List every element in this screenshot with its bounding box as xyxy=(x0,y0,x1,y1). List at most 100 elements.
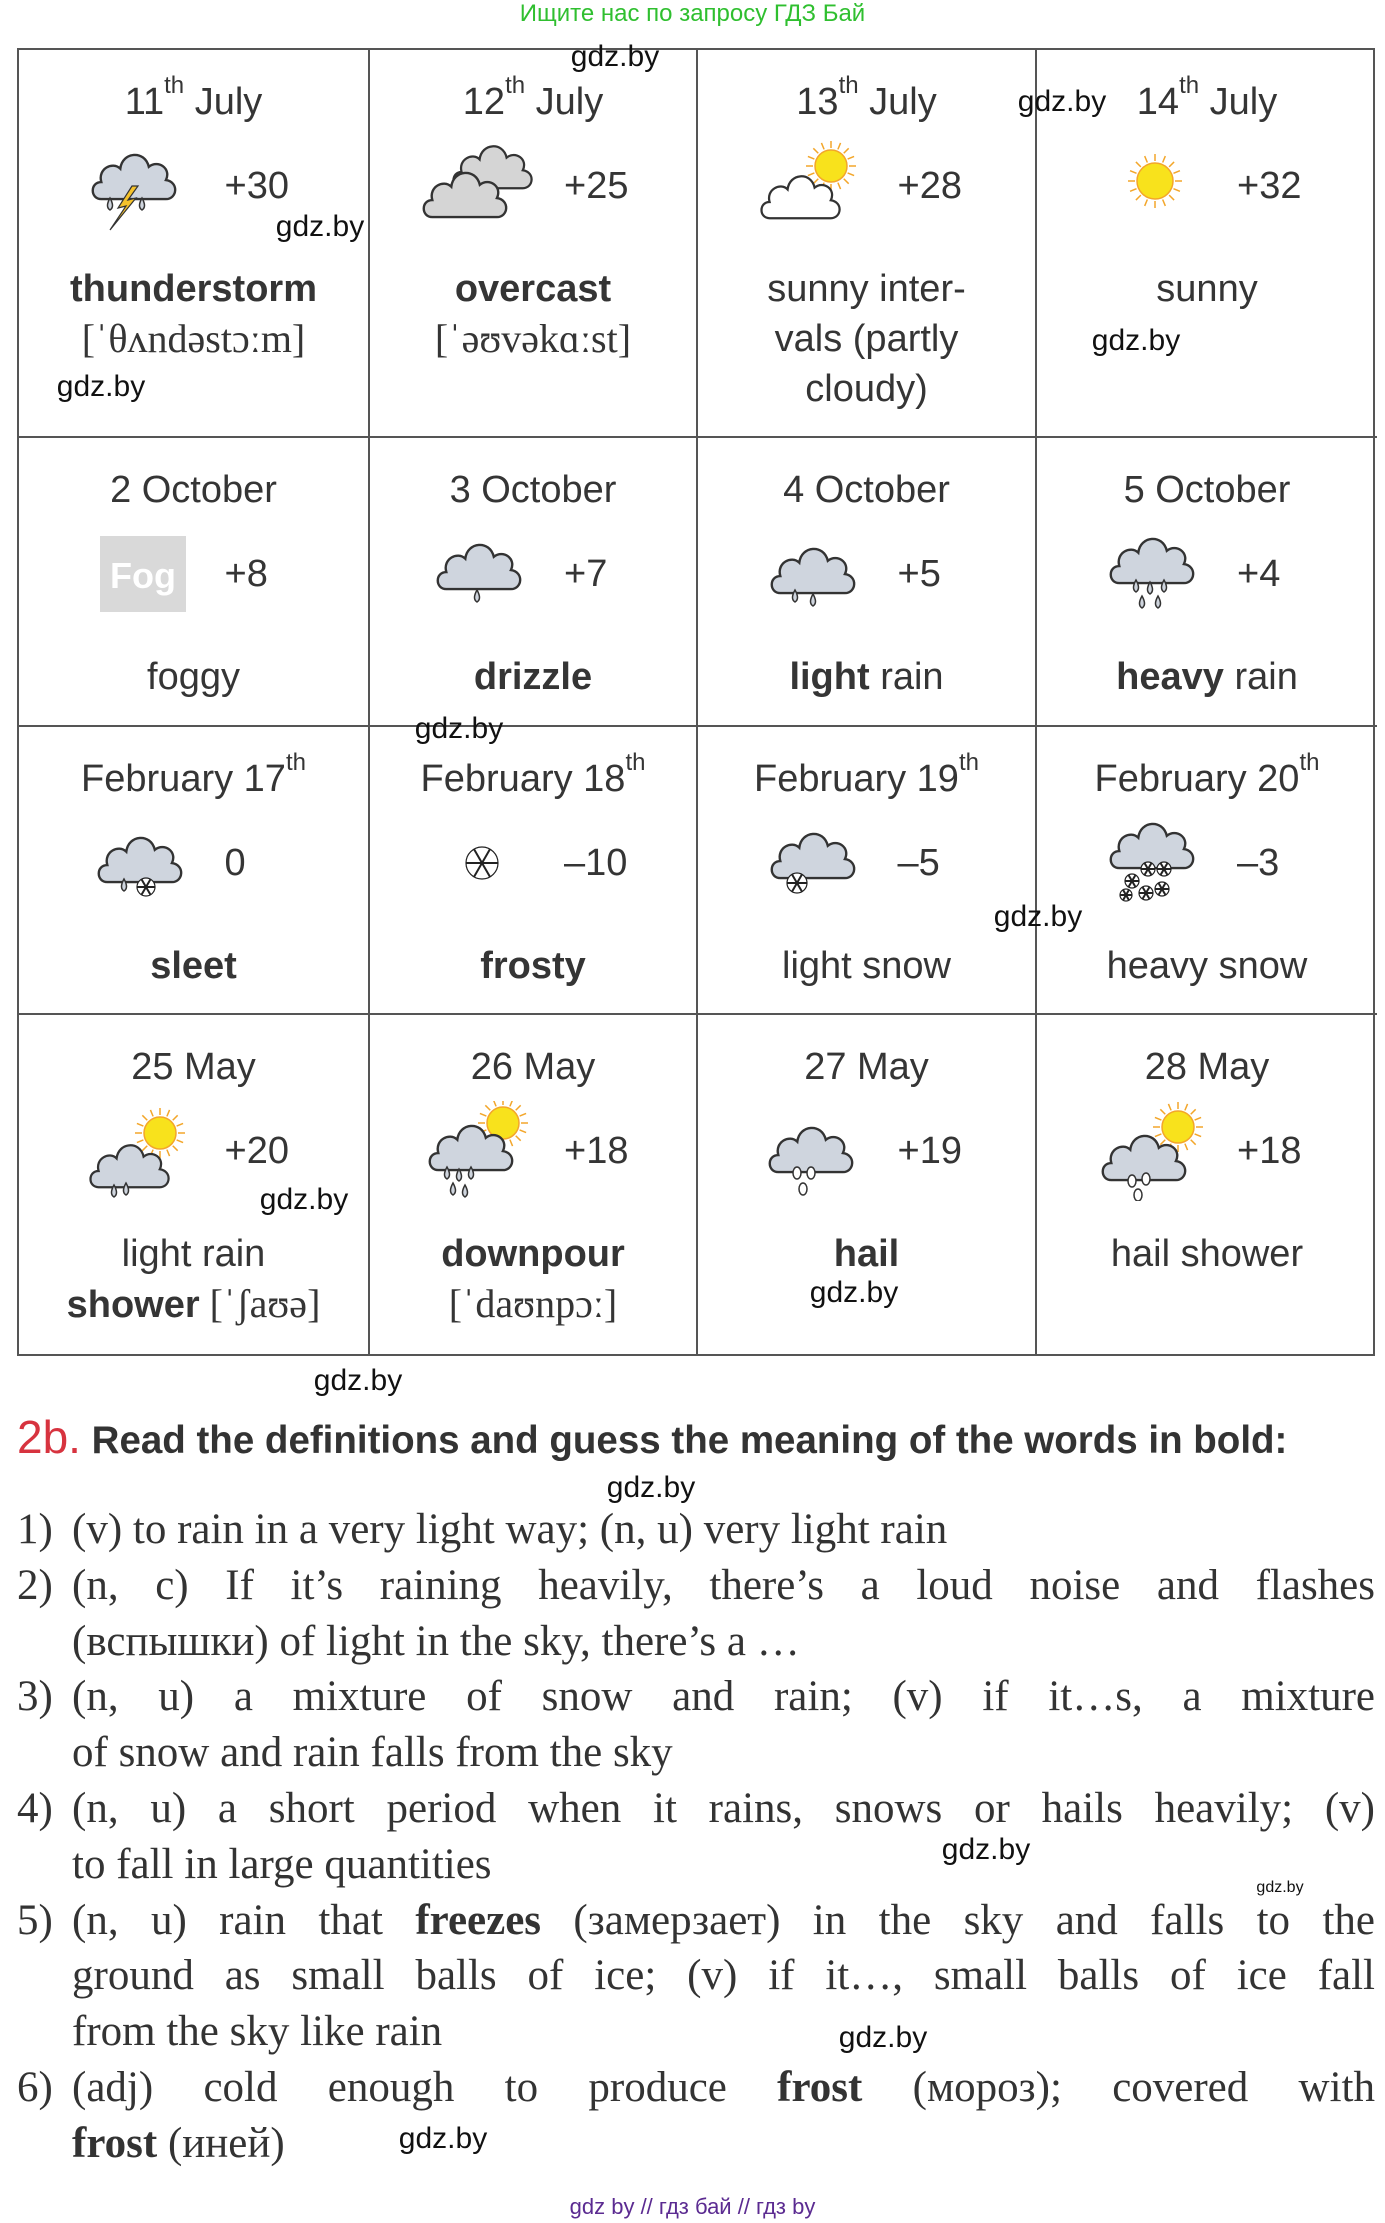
date-text: 13 xyxy=(796,81,839,123)
date: 11th July xyxy=(19,74,368,124)
watermark: gdz.by xyxy=(1017,85,1107,118)
date-text: 12 xyxy=(462,81,506,123)
date-text: 2 October xyxy=(110,469,277,511)
icon-row: +20 xyxy=(19,1101,368,1201)
word-line: heavy rain xyxy=(1037,652,1377,702)
temperature: +18 xyxy=(1237,1130,1302,1172)
definition-line: from the sky like rain xyxy=(17,2004,1375,2060)
fog-label: Fog xyxy=(110,555,176,596)
weather-cell: February 20th –3 heavy snow xyxy=(1037,727,1377,1015)
heavy-rain-icon xyxy=(1092,524,1218,624)
word-line: sunny xyxy=(1037,264,1377,314)
watermark: gdz.by xyxy=(1256,1879,1304,1896)
date: 3 October xyxy=(370,468,696,512)
watermark: gdz.by xyxy=(606,1471,696,1504)
definition-text: of snow and rain falls from the sky xyxy=(72,1725,1375,1781)
exercise-number: 2b. xyxy=(17,1411,81,1463)
word-line: frosty xyxy=(370,941,696,991)
weather-cell: 13th July +28 sunny inter-vals (partly cl… xyxy=(698,50,1037,438)
date: 13th July xyxy=(698,74,1035,124)
temperature: 0 xyxy=(224,842,246,884)
weather-word: hail shower xyxy=(1110,1233,1304,1275)
fog-icon: Fog xyxy=(80,524,206,624)
watermark: gdz.by xyxy=(259,1183,349,1216)
definition-segment: (вспышки) of light in the sky, there’s a… xyxy=(72,1617,800,1665)
temperature: +19 xyxy=(897,1130,962,1172)
icon-row: +4 xyxy=(1037,524,1377,624)
temperature: +32 xyxy=(1237,165,1302,207)
date: 28 May xyxy=(1037,1045,1377,1089)
icon-row: +5 xyxy=(698,524,1035,624)
sun-shower-icon xyxy=(80,1101,206,1201)
partly-cloudy-icon xyxy=(753,136,879,236)
top-search-note: Ищите нас по запросу ГДЗ Бай xyxy=(519,0,866,27)
definition-number: 1) xyxy=(17,1506,53,1553)
icon-row: +18 xyxy=(370,1098,696,1201)
date: 5 October xyxy=(1037,468,1377,512)
date-text: February 18 xyxy=(420,758,626,800)
weather-description: light rain xyxy=(698,652,1035,702)
weather-word: thunderstorm xyxy=(70,268,317,310)
date-suffix: th xyxy=(1179,72,1200,99)
transcription: [ˈdaʊnpɔː] xyxy=(448,1281,618,1326)
weather-table: 11th July +30 thunderstorm [ˈθʌndəstɔːm] 1… xyxy=(17,48,1377,1356)
definition-line: to fall in large quantities xyxy=(17,1837,1375,1893)
date-suffix: th xyxy=(164,72,185,99)
date-text: 14 xyxy=(1136,81,1180,123)
date: 4 October xyxy=(698,468,1035,512)
date-text: 3 October xyxy=(449,469,617,511)
temperature: +18 xyxy=(564,1130,629,1172)
watermark: gdz.by xyxy=(414,712,504,745)
definition-number: 6) xyxy=(17,2063,53,2111)
word-line: light rain xyxy=(698,652,1035,702)
weather-word: rain xyxy=(1223,656,1298,698)
weather-cell: 5 October +4 heavy rain xyxy=(1037,438,1377,727)
word-line: [ˈθʌndəstɔːm] xyxy=(19,314,368,365)
weather-cell: 28 May +18 hail shower xyxy=(1037,1015,1377,1356)
word-line: hail xyxy=(698,1229,1035,1279)
definition-segment: (n, u) a mixture of snow and rain; (v) i… xyxy=(72,1673,1375,1721)
weather-cell: 12th July +25 overcast [ˈəʊvəkɑːst] xyxy=(370,50,698,438)
weather-word: hail xyxy=(833,1233,900,1275)
watermark: gdz.by xyxy=(275,210,365,243)
date-suffix: th xyxy=(958,749,979,776)
weather-description: heavy rain xyxy=(1037,652,1377,702)
weather-description: sunny inter-vals (partly cloudy) xyxy=(698,264,1035,414)
word-line: light snow xyxy=(698,941,1035,991)
definition-segment: (n, u) rain that xyxy=(72,1896,416,1944)
temperature: –5 xyxy=(897,842,940,884)
date-text: February 19 xyxy=(754,758,959,800)
date-text: 27 May xyxy=(804,1046,929,1088)
word-line: downpour xyxy=(370,1229,696,1279)
definition-text: (n, u) a short period when it rains, sno… xyxy=(72,1781,1375,1837)
overcast-icon xyxy=(419,136,545,236)
definition-line: frost (иней) xyxy=(17,2116,1375,2172)
sleet-icon xyxy=(80,813,206,913)
date-suffix: th xyxy=(1299,749,1320,776)
definition-segment: (иней) xyxy=(157,2119,285,2167)
date-text: 11 xyxy=(124,81,165,123)
icon-row: –10 xyxy=(370,813,696,913)
date-month: July xyxy=(858,81,937,123)
watermark: gdz.by xyxy=(941,1833,1031,1866)
weather-description: sleet xyxy=(19,941,368,991)
definition-line: 5) (n, u) rain that freezes (замерзает) i… xyxy=(17,1893,1375,1949)
heavy-snow-icon xyxy=(1092,813,1218,913)
weather-word: light rain xyxy=(121,1233,266,1275)
definition-text: (adj) cold enough to produce frost (моро… xyxy=(72,2060,1375,2116)
transcription: [ˈəʊvəkɑːst] xyxy=(434,316,632,361)
hail-shower-icon xyxy=(1092,1101,1218,1202)
icon-row: –5 xyxy=(698,813,1035,913)
date: February 20th xyxy=(1037,751,1377,801)
weather-description: light rain shower [ˈʃaʊə] xyxy=(19,1229,368,1330)
icon-row: +7 xyxy=(370,524,696,624)
date: 26 May xyxy=(370,1045,696,1089)
icon-row: +32 xyxy=(1037,136,1377,236)
weather-word: sunny xyxy=(1156,268,1258,310)
weather-word: foggy xyxy=(147,656,240,698)
weather-cell: 26 May +18 downpour [ˈdaʊnpɔː] xyxy=(370,1015,698,1356)
date-suffix: th xyxy=(285,749,306,776)
date: February 19th xyxy=(698,751,1035,801)
date: 27 May xyxy=(698,1045,1035,1089)
watermark: gdz.by xyxy=(570,40,660,73)
